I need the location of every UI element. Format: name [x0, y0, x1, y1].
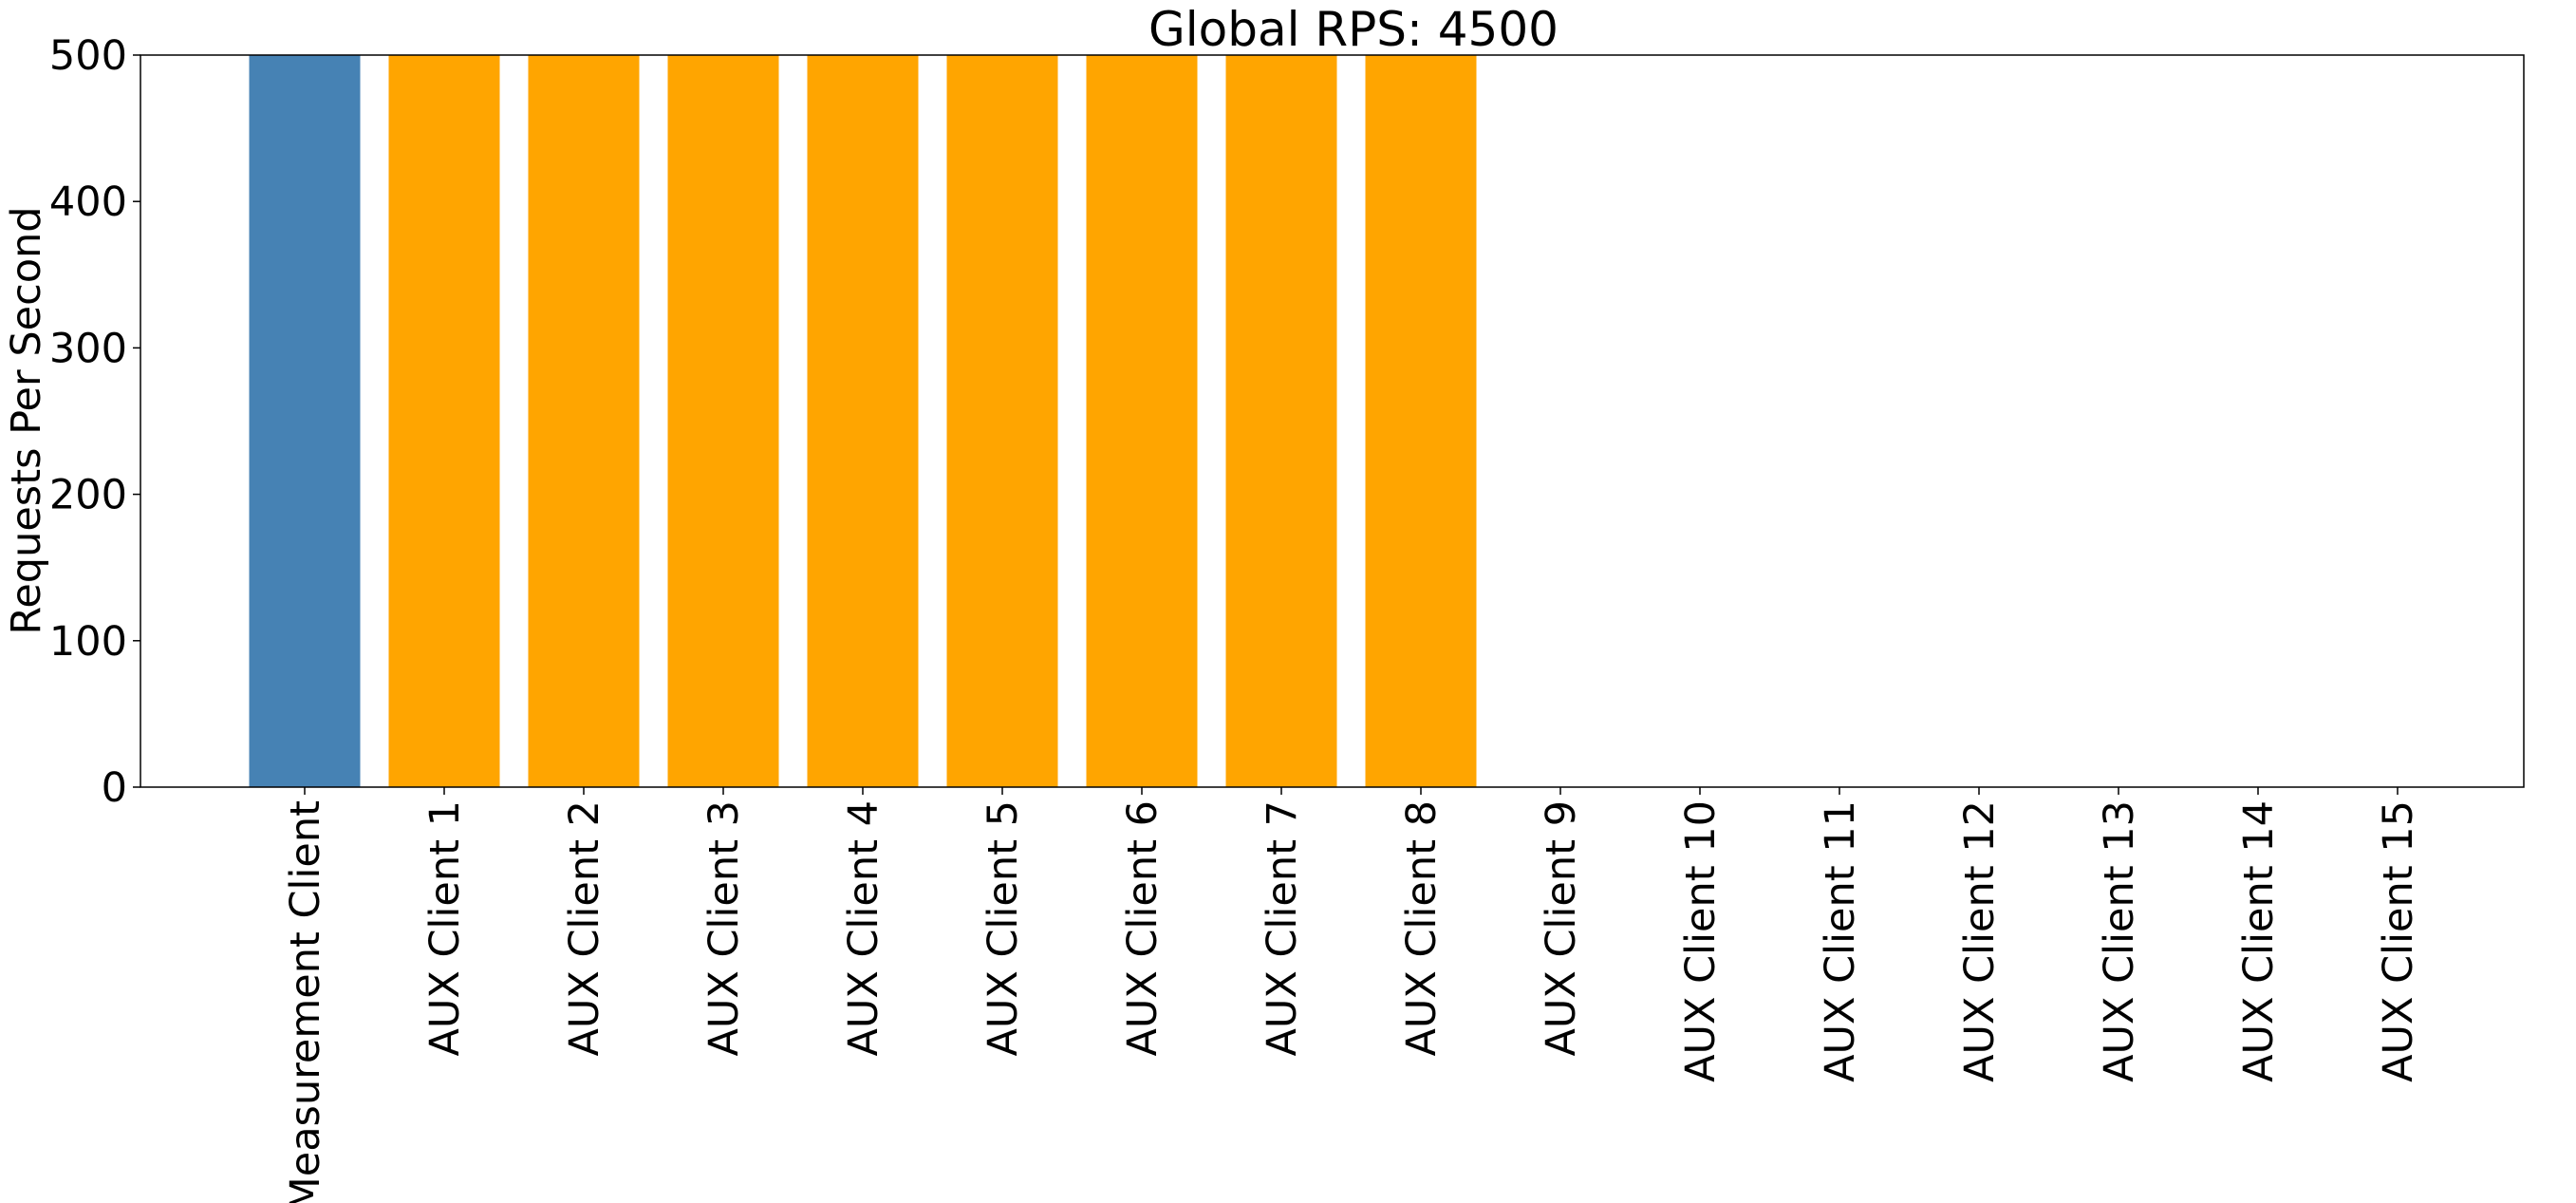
- bar-aux-client-8: [1365, 55, 1477, 787]
- y-axis: 0 100 200 300 400 500: [49, 32, 140, 812]
- x-tick-label: AUX Client 8: [1398, 800, 1446, 1057]
- x-tick-label: AUX Client 1: [421, 800, 469, 1057]
- y-tick-label: 0: [102, 764, 127, 812]
- y-tick-label: 200: [49, 472, 127, 519]
- bar-aux-client-2: [528, 55, 640, 787]
- x-tick-label: AUX Client 14: [2235, 800, 2283, 1082]
- x-tick-label: AUX Client 3: [700, 800, 748, 1057]
- y-tick-label: 500: [49, 32, 127, 80]
- bar-aux-client-3: [667, 55, 779, 787]
- bar-aux-client-7: [1225, 55, 1337, 787]
- chart-title: Global RPS: 4500: [1148, 2, 1559, 57]
- y-tick-label: 400: [49, 179, 127, 226]
- bar-aux-client-6: [1086, 55, 1198, 787]
- plot-frame: [140, 54, 2525, 788]
- x-tick-label: AUX Client 13: [2096, 800, 2143, 1082]
- x-axis: Measurement Client AUX Client 1 AUX Client…: [282, 787, 2422, 1203]
- x-tick-label: AUX Client 6: [1119, 800, 1167, 1057]
- x-tick-label: Measurement Client: [282, 800, 329, 1203]
- y-tick-label: 300: [49, 325, 127, 372]
- x-tick-label: AUX Client 5: [980, 800, 1027, 1057]
- bar-measurement-client: [249, 55, 361, 787]
- bar-aux-client-5: [946, 55, 1058, 787]
- x-tick-label: AUX Client 7: [1259, 800, 1306, 1057]
- y-tick-label: 100: [49, 618, 127, 666]
- x-tick-label: AUX Client 9: [1538, 800, 1585, 1057]
- y-axis-label: Requests Per Second: [3, 206, 50, 634]
- bar-aux-client-1: [388, 55, 500, 787]
- x-tick-label: AUX Client 12: [1956, 800, 2004, 1082]
- x-tick-label: AUX Client 4: [840, 800, 887, 1057]
- x-tick-label: AUX Client 11: [1817, 800, 1864, 1082]
- x-tick-label: AUX Client 10: [1677, 800, 1725, 1082]
- x-tick-label: AUX Client 15: [2375, 800, 2422, 1082]
- bar-aux-client-4: [807, 55, 919, 787]
- bars-group: [249, 55, 1477, 787]
- x-tick-label: AUX Client 2: [561, 800, 608, 1057]
